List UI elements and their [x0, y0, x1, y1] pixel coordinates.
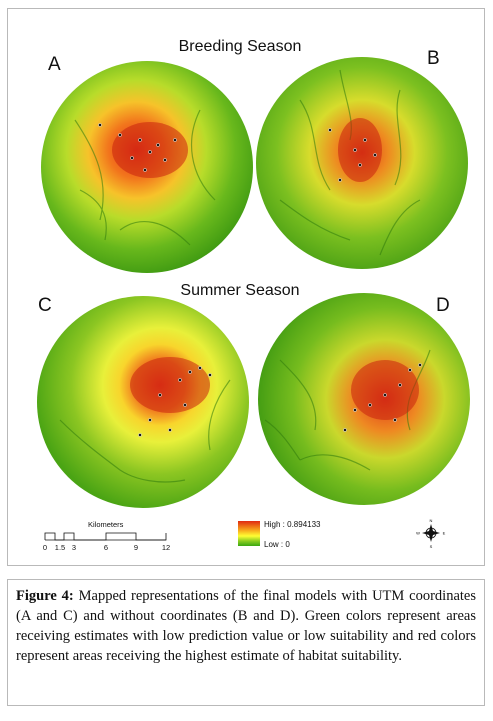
figure-caption: Figure 4: Mapped representations of the …	[16, 586, 476, 666]
panel-letter-c: C	[38, 295, 52, 316]
scale-bar: Kilometers 0 1.5 3 6 9 12	[38, 520, 178, 554]
scale-tick-1: 1.5	[54, 543, 66, 552]
compass-e: E	[443, 531, 446, 536]
panel-letter-a: A	[48, 54, 61, 75]
summer-season-title: Summer Season	[180, 282, 300, 299]
legend-high-label: High : 0.894133	[264, 520, 321, 529]
figure-caption-box: Figure 4: Mapped representations of the …	[7, 579, 485, 706]
scale-bar-graphic	[44, 532, 167, 541]
compass-n: N	[430, 518, 433, 523]
scale-bar-title: Kilometers	[88, 520, 124, 529]
panel-letter-d: D	[436, 295, 450, 316]
legend-color-ramp	[238, 521, 260, 546]
legend-low-label: Low : 0	[264, 540, 290, 549]
scale-tick-3: 6	[103, 543, 109, 552]
scale-tick-4: 9	[133, 543, 139, 552]
north-arrow-icon: N S E W	[416, 518, 446, 548]
compass-s: S	[430, 544, 433, 548]
scale-tick-2: 3	[71, 543, 77, 552]
scale-tick-0: 0	[42, 543, 48, 552]
panel-letter-b: B	[427, 48, 440, 69]
scale-tick-5: 12	[161, 543, 171, 552]
figure-caption-text: Mapped representations of the final mode…	[16, 588, 477, 664]
figure-label: Figure 4:	[16, 588, 74, 604]
breeding-season-title: Breeding Season	[178, 38, 302, 55]
compass-w: W	[416, 531, 420, 536]
